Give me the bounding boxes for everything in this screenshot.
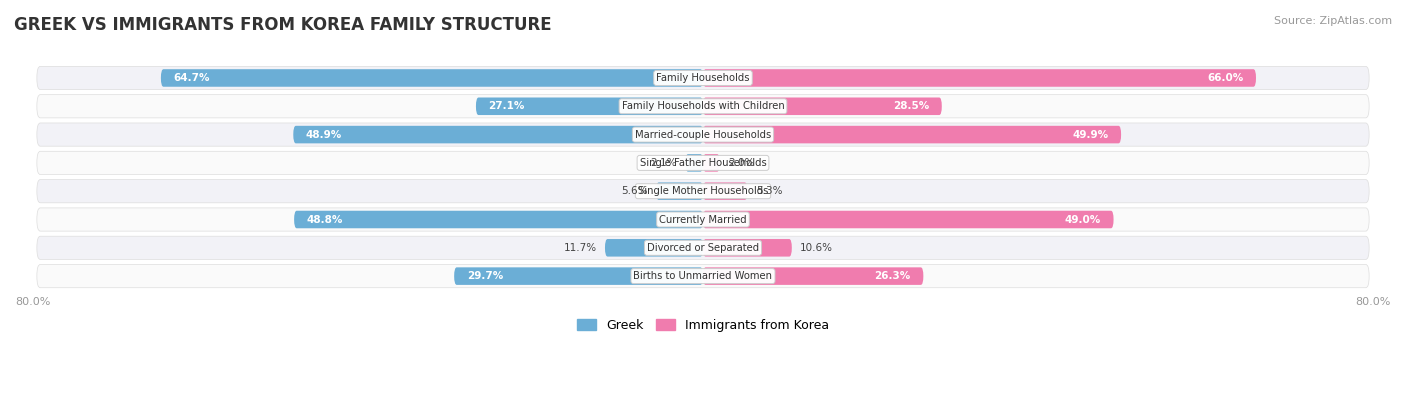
Text: 10.6%: 10.6%	[800, 243, 834, 253]
Text: 66.0%: 66.0%	[1208, 73, 1243, 83]
FancyBboxPatch shape	[37, 265, 1369, 288]
Text: 2.1%: 2.1%	[651, 158, 678, 168]
FancyBboxPatch shape	[703, 69, 1256, 87]
FancyBboxPatch shape	[703, 154, 720, 172]
FancyBboxPatch shape	[605, 239, 703, 257]
Text: 64.7%: 64.7%	[173, 73, 209, 83]
FancyBboxPatch shape	[703, 239, 792, 257]
FancyBboxPatch shape	[703, 98, 942, 115]
FancyBboxPatch shape	[37, 208, 1369, 231]
FancyBboxPatch shape	[703, 211, 1114, 228]
Text: 48.9%: 48.9%	[307, 130, 342, 139]
FancyBboxPatch shape	[160, 69, 703, 87]
Text: GREEK VS IMMIGRANTS FROM KOREA FAMILY STRUCTURE: GREEK VS IMMIGRANTS FROM KOREA FAMILY ST…	[14, 16, 551, 34]
Text: 49.9%: 49.9%	[1073, 130, 1108, 139]
FancyBboxPatch shape	[477, 98, 703, 115]
FancyBboxPatch shape	[703, 126, 1121, 143]
Text: Family Households with Children: Family Households with Children	[621, 101, 785, 111]
FancyBboxPatch shape	[37, 123, 1369, 146]
FancyBboxPatch shape	[657, 182, 703, 200]
Text: 5.3%: 5.3%	[756, 186, 782, 196]
Text: 5.6%: 5.6%	[621, 186, 648, 196]
FancyBboxPatch shape	[703, 182, 748, 200]
Text: 11.7%: 11.7%	[564, 243, 596, 253]
Text: Currently Married: Currently Married	[659, 214, 747, 224]
Text: 26.3%: 26.3%	[875, 271, 911, 281]
Text: Source: ZipAtlas.com: Source: ZipAtlas.com	[1274, 16, 1392, 26]
Text: 29.7%: 29.7%	[467, 271, 503, 281]
Text: Divorced or Separated: Divorced or Separated	[647, 243, 759, 253]
Text: 2.0%: 2.0%	[728, 158, 755, 168]
Text: 28.5%: 28.5%	[893, 101, 929, 111]
FancyBboxPatch shape	[37, 66, 1369, 90]
FancyBboxPatch shape	[685, 154, 703, 172]
FancyBboxPatch shape	[37, 95, 1369, 118]
FancyBboxPatch shape	[454, 267, 703, 285]
FancyBboxPatch shape	[37, 180, 1369, 203]
FancyBboxPatch shape	[703, 267, 924, 285]
Text: Single Father Households: Single Father Households	[640, 158, 766, 168]
Text: Births to Unmarried Women: Births to Unmarried Women	[634, 271, 772, 281]
FancyBboxPatch shape	[294, 211, 703, 228]
Text: 48.8%: 48.8%	[307, 214, 343, 224]
Text: Single Mother Households: Single Mother Households	[638, 186, 768, 196]
Text: 27.1%: 27.1%	[488, 101, 524, 111]
Text: 49.0%: 49.0%	[1064, 214, 1101, 224]
Text: Family Households: Family Households	[657, 73, 749, 83]
Legend: Greek, Immigrants from Korea: Greek, Immigrants from Korea	[574, 315, 832, 336]
FancyBboxPatch shape	[294, 126, 703, 143]
Text: Married-couple Households: Married-couple Households	[636, 130, 770, 139]
FancyBboxPatch shape	[37, 151, 1369, 175]
FancyBboxPatch shape	[37, 236, 1369, 260]
